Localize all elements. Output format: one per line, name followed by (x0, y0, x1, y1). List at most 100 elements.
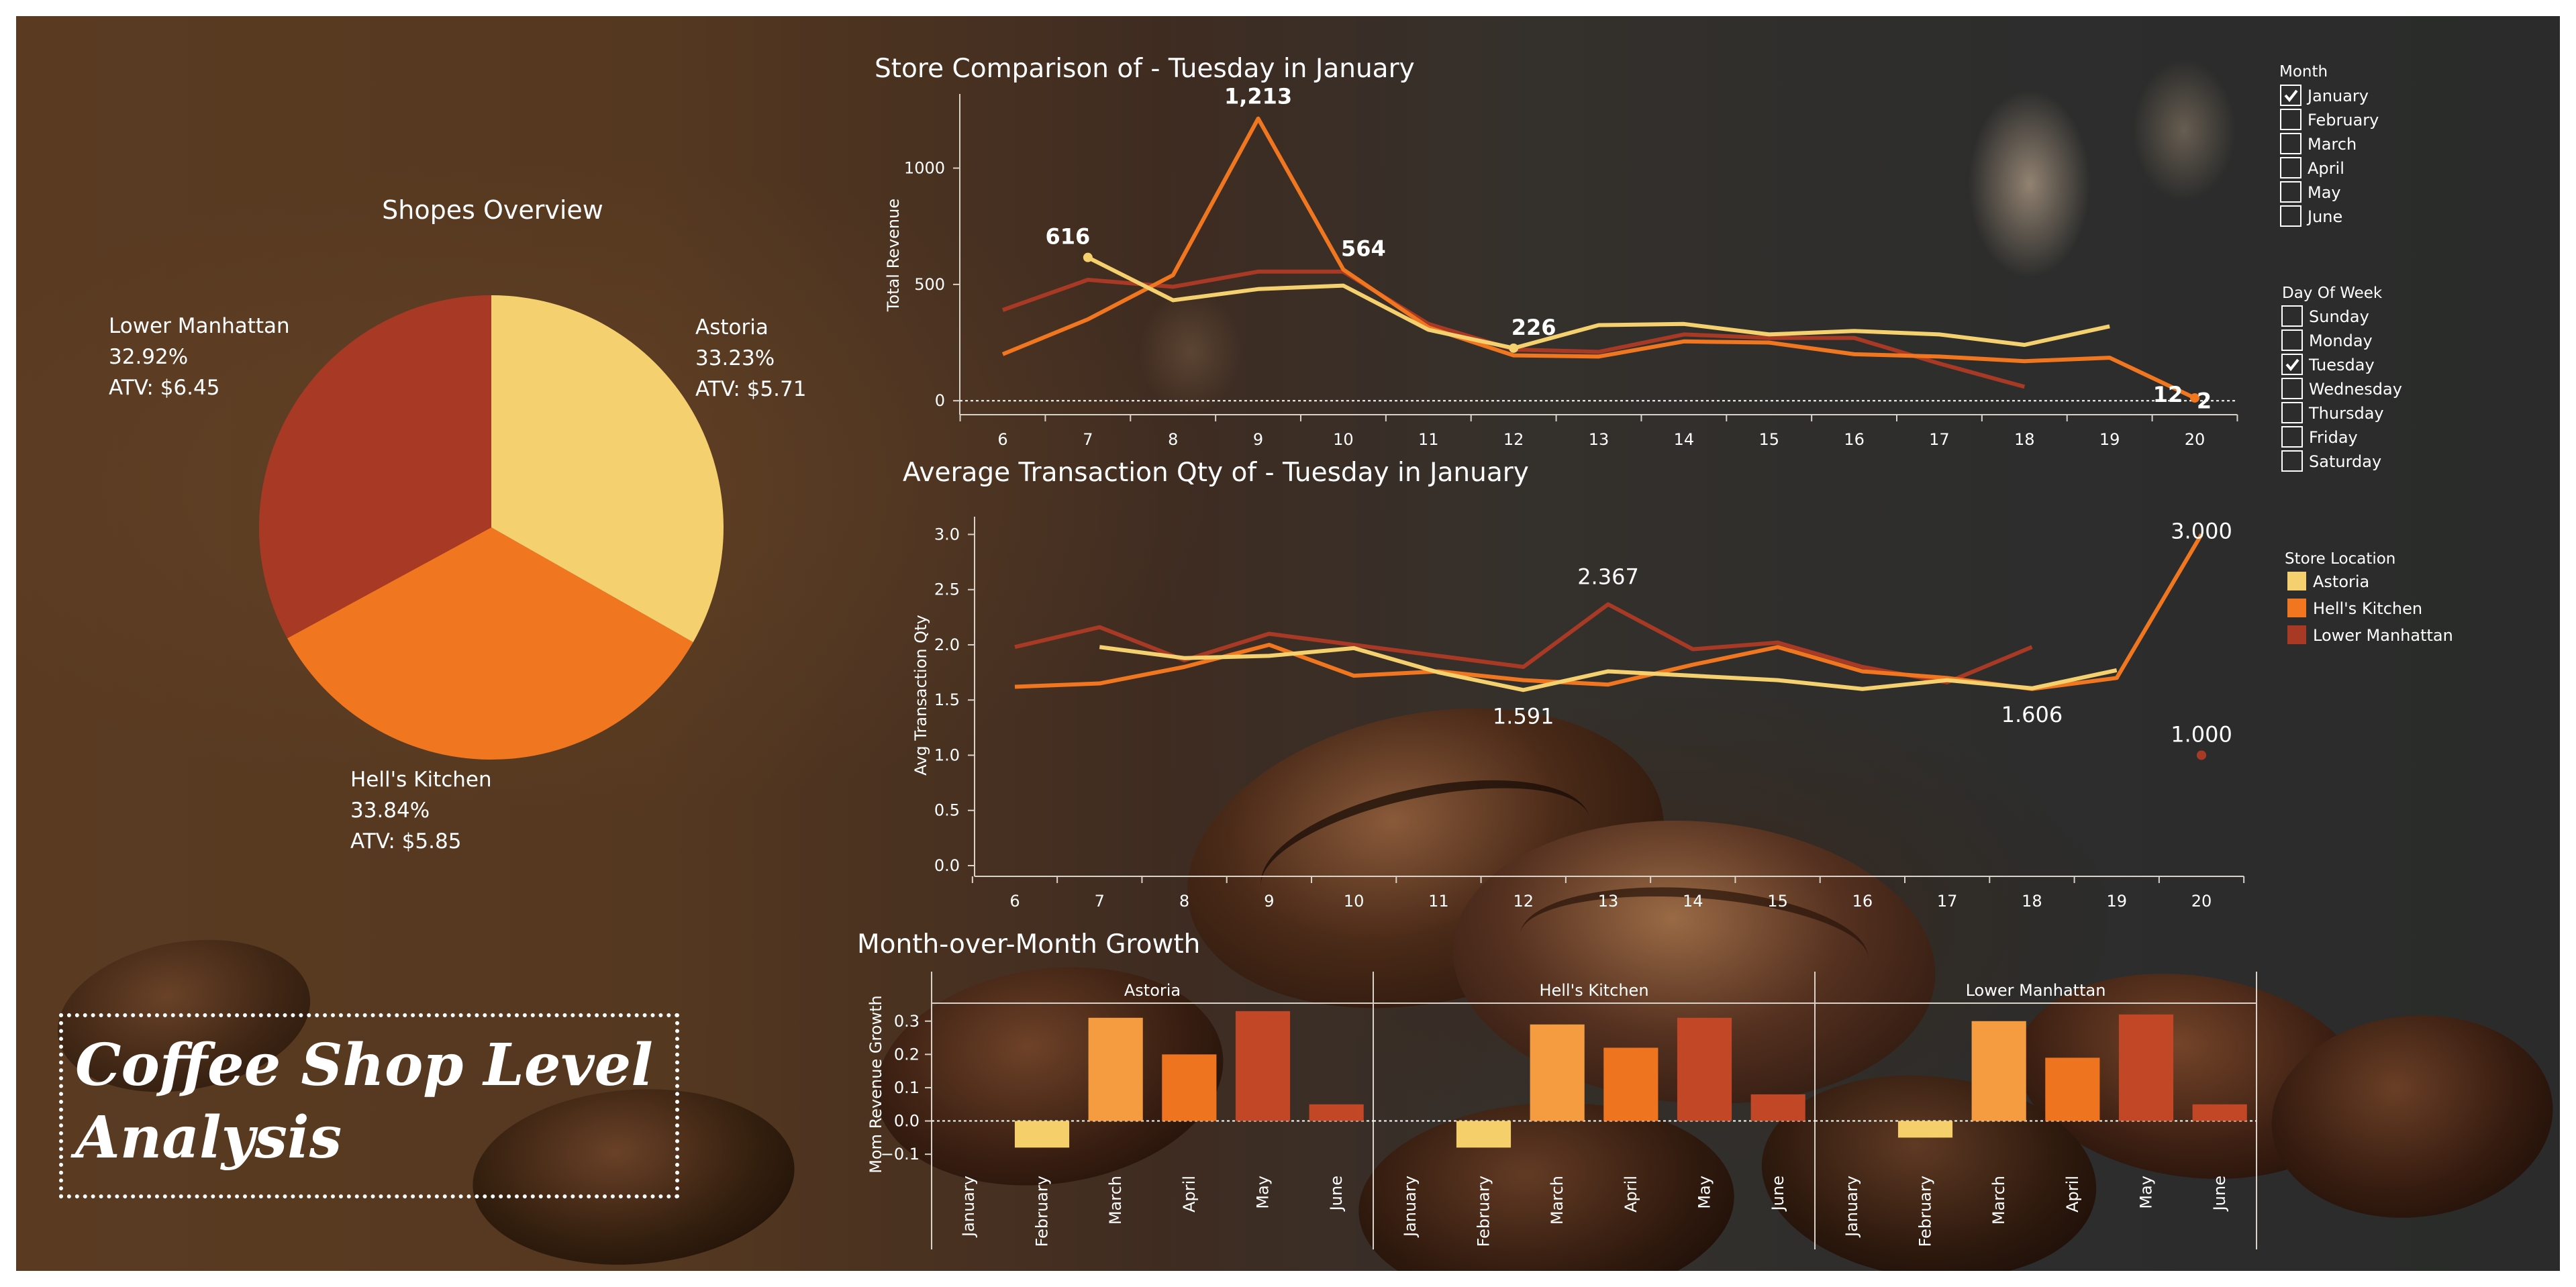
month-checkbox[interactable] (2280, 157, 2301, 178)
pie-label-name: Hell's Kitchen (350, 768, 492, 792)
month-checkbox[interactable] (2280, 85, 2301, 106)
mom-x-tick-label: April (2063, 1176, 2082, 1213)
day-of-week-checkbox[interactable] (2281, 450, 2303, 472)
month-filter-options: January February March April May June (2280, 85, 2379, 227)
avg-qty-x-tick-label: 14 (1683, 892, 1703, 911)
day-of-week-checkbox[interactable] (2281, 305, 2303, 327)
month-checkbox[interactable] (2280, 109, 2301, 130)
month-option-label[interactable]: January (2306, 87, 2369, 105)
pie-slices (259, 295, 724, 760)
mom-x-tick-label: January (959, 1176, 978, 1238)
mom-x-tick-label: January (1842, 1176, 1861, 1238)
revenue-x-tick-label: 17 (1929, 430, 1950, 449)
pie-slice-lower-manhattan (259, 295, 491, 639)
day-of-week-checkbox[interactable] (2281, 426, 2303, 448)
day-of-week-checkbox[interactable] (2281, 354, 2303, 375)
avg-qty-line-astoria (1099, 645, 2118, 692)
pie-label-percent: 33.23% (695, 346, 775, 370)
month-option-label[interactable]: February (2308, 111, 2379, 130)
mom-x-tick-label: February (1033, 1176, 1052, 1247)
legend-swatch-lower-manhattan (2287, 625, 2306, 644)
mom-x-tick-label: April (1180, 1176, 1199, 1213)
mom-bar-lower-manhattan-february (1897, 1121, 1953, 1138)
legend-label: Hell's Kitchen (2313, 599, 2422, 618)
avg-qty-data-label: 2.367 (1577, 564, 1639, 590)
mom-bar-astoria-march (1088, 1017, 1143, 1121)
mom-bar-astoria-june (1309, 1104, 1364, 1121)
mom-x-tick-label: May (1254, 1176, 1273, 1209)
revenue-annotation-marker (2190, 393, 2199, 403)
month-option-label[interactable]: June (2306, 207, 2342, 226)
month-option-label[interactable]: May (2308, 183, 2341, 202)
avg-qty-x-tick-label: 13 (1598, 892, 1619, 911)
pie-label-percent: 32.92% (109, 345, 188, 369)
mom-panel-title: Lower Manhattan (1966, 981, 2106, 1000)
month-checkbox[interactable] (2280, 205, 2301, 227)
avg-qty-data-label: 3.000 (2171, 518, 2232, 544)
revenue-data-label: 564 (1341, 236, 1386, 262)
mom-panel-title: Hell's Kitchen (1539, 981, 1648, 1000)
mom-growth-bar-chart: Month-over-Month Growth Mom Revenue Grow… (857, 929, 2257, 1249)
mom-bar-lower-manhattan-march (1971, 1021, 2026, 1121)
legend-swatch-hell-s-kitchen (2287, 599, 2306, 617)
revenue-x-tick-label: 14 (1674, 430, 1695, 449)
avg-qty-axes: 6 7 8 9 10 11 12 13 14 15 16 17 18 19 20 0.0 0.5 1.0 1.5 2.… (934, 517, 2245, 911)
avg-qty-x-tick-label: 17 (1937, 892, 1958, 911)
mom-bar-lower-manhattan-april (2045, 1058, 2100, 1121)
avg-qty-series-lines (1014, 533, 2206, 760)
store-location-legend: Astoria Hell's Kitchen Lower Manhattan (2287, 572, 2453, 645)
month-checkbox[interactable] (2280, 133, 2301, 154)
legend-swatch-astoria (2287, 572, 2306, 590)
revenue-axes: 6 7 8 9 10 11 12 13 14 15 16 17 18 19 20 0 500 1000 (904, 94, 2238, 449)
avg-qty-y-tick-label: 0.5 (934, 801, 960, 820)
revenue-x-tick-label: 10 (1333, 430, 1354, 449)
day-of-week-checkbox[interactable] (2281, 402, 2303, 423)
revenue-series-lines (1001, 116, 2196, 400)
day-of-week-checkbox[interactable] (2281, 329, 2303, 351)
month-option-label[interactable]: April (2308, 159, 2344, 178)
pie-label-atv: ATV: $5.71 (695, 377, 806, 401)
day-of-week-option-label[interactable]: Tuesday (2308, 356, 2375, 374)
avg-qty-x-tick-label: 15 (1767, 892, 1788, 911)
day-of-week-option-label[interactable]: Wednesday (2309, 380, 2402, 399)
mom-bar-astoria-april (1162, 1054, 1217, 1121)
mom-panel-title: Astoria (1124, 981, 1181, 1000)
day-of-week-option-label[interactable]: Monday (2309, 331, 2373, 350)
legend-label: Lower Manhattan (2313, 626, 2453, 645)
avg-qty-x-tick-label: 20 (2191, 892, 2212, 911)
mom-x-tick-label: June (1327, 1176, 1346, 1212)
avg-qty-x-tick-label: 18 (2022, 892, 2042, 911)
revenue-x-tick-label: 18 (2014, 430, 2035, 449)
mom-x-tick-label: June (1769, 1176, 1787, 1212)
day-of-week-checkbox[interactable] (2281, 378, 2303, 399)
revenue-y-axis-label: Total Revenue (884, 199, 903, 312)
mom-x-tick-label: March (1989, 1176, 2008, 1225)
avg-qty-data-label: 1.606 (2001, 702, 2063, 727)
day-of-week-option-label[interactable]: Friday (2309, 428, 2358, 447)
day-of-week-option-label[interactable]: Saturday (2309, 452, 2381, 471)
avg-qty-data-label: 1.591 (1493, 703, 1554, 729)
mom-bar-hell-s-kitchen-april (1603, 1047, 1658, 1121)
mom-y-tick-label: 0.0 (894, 1112, 920, 1131)
avg-qty-x-tick-label: 7 (1095, 892, 1105, 911)
revenue-data-label: 616 (1045, 224, 1090, 250)
month-option-label[interactable]: March (2308, 135, 2357, 154)
revenue-chart-title: Store Comparison of - Tuesday in January (875, 54, 1415, 84)
pie-label-name: Lower Manhattan (109, 314, 290, 338)
revenue-line-hell-s-kitchen (1001, 116, 2196, 400)
month-checkbox[interactable] (2280, 181, 2301, 203)
pie-label-atv: ATV: $6.45 (109, 376, 219, 400)
revenue-data-label: 12 (2153, 382, 2183, 407)
day-of-week-option-label[interactable]: Sunday (2309, 307, 2369, 326)
avg-qty-x-tick-label: 11 (1428, 892, 1449, 911)
revenue-x-tick-label: 19 (2099, 430, 2120, 449)
check-mark-icon (2284, 89, 2298, 103)
avg-qty-data-label: 1.000 (2171, 721, 2232, 747)
mom-x-tick-label: March (1548, 1176, 1567, 1225)
day-of-week-option-label[interactable]: Thursday (2308, 404, 2384, 423)
mom-y-axis-label: Mom Revenue Growth (866, 995, 885, 1173)
avg-qty-annotations: 2.367 1.591 1.606 3.000 1.000 (1493, 518, 2232, 760)
avg-qty-line-hell-s-kitchen (1014, 533, 2203, 691)
mom-y-tick-label: 0.3 (894, 1012, 920, 1031)
